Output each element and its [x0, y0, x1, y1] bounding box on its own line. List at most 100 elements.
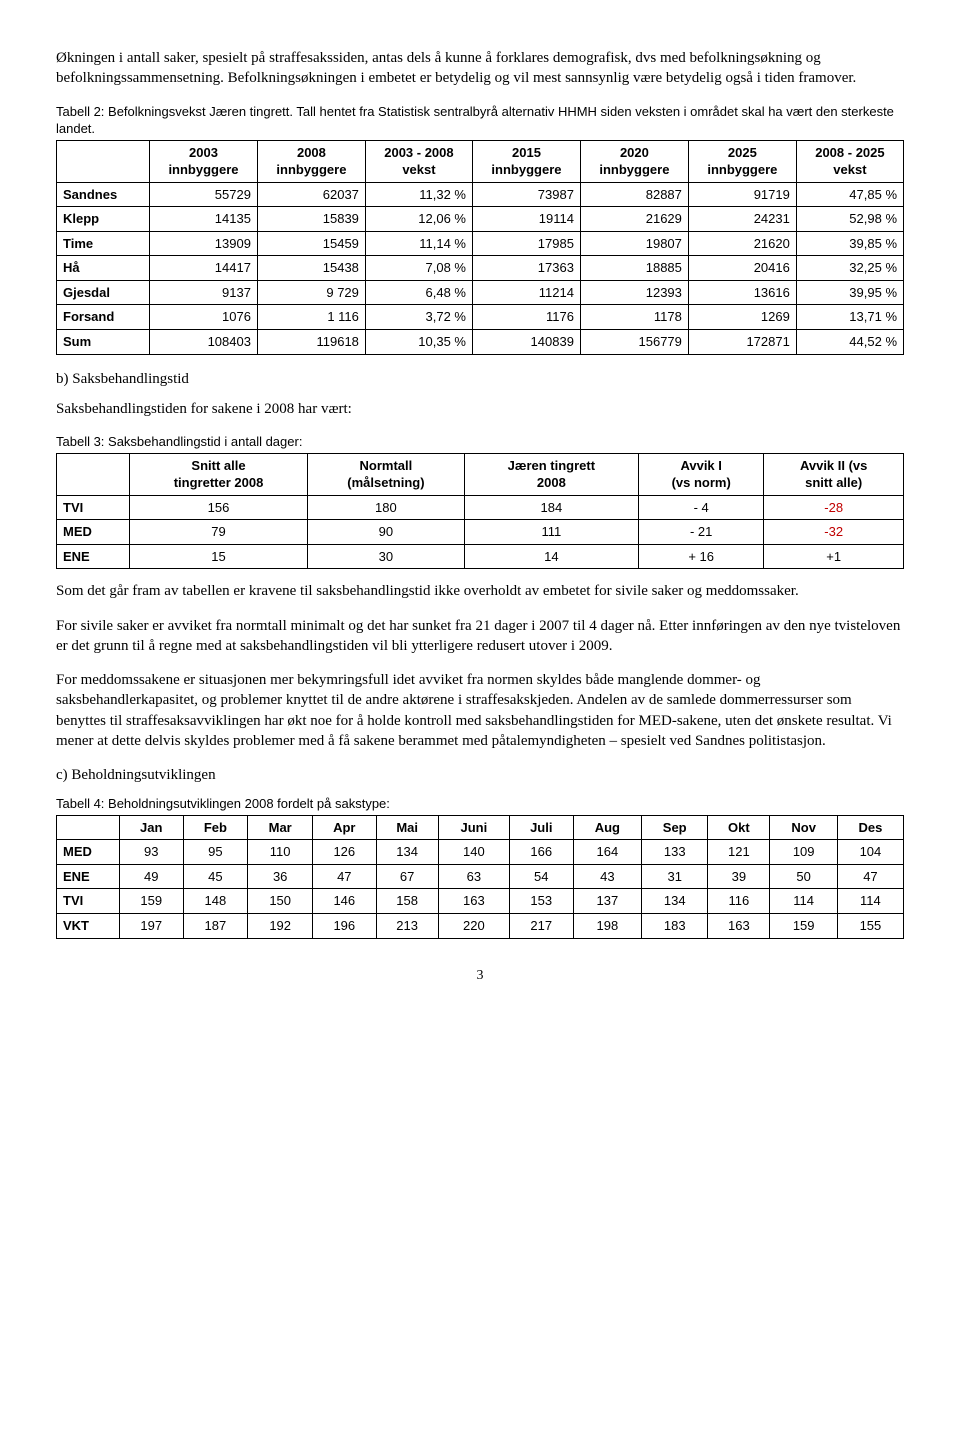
row-label: TVI [57, 889, 120, 914]
cell-value: 184 [464, 495, 638, 520]
cell-value: 91719 [688, 182, 796, 207]
table4-header: Des [837, 815, 903, 840]
table-row: ENE494536476763544331395047 [57, 864, 904, 889]
table-row: Forsand10761 1163,72 %11761178126913,71 … [57, 305, 904, 330]
cell-value: 39 [708, 864, 770, 889]
cell-value: 47 [837, 864, 903, 889]
cell-value: 32,25 % [796, 256, 903, 281]
cell-value: + 16 [639, 544, 764, 569]
table4-header: Aug [573, 815, 642, 840]
para-after-t3-2: For sivile saker er avviket fra normtall… [56, 616, 904, 657]
cell-value: 17985 [472, 231, 580, 256]
table2-header: 2020innbyggere [580, 140, 688, 182]
cell-value: 93 [120, 840, 184, 865]
cell-value: 148 [183, 889, 248, 914]
cell-value: 172871 [688, 329, 796, 354]
cell-value: 95 [183, 840, 248, 865]
cell-value: 11,32 % [365, 182, 472, 207]
cell-value: - 4 [639, 495, 764, 520]
cell-value: 150 [248, 889, 313, 914]
cell-value: 19114 [472, 207, 580, 232]
table3-header: Avvik II (vssnitt alle) [764, 453, 904, 495]
cell-value: 153 [510, 889, 574, 914]
row-label: Sandnes [57, 182, 150, 207]
cell-value: 1176 [472, 305, 580, 330]
cell-value: 183 [642, 914, 708, 939]
cell-value: 13909 [150, 231, 258, 256]
cell-value: 119618 [257, 329, 365, 354]
table3-header: Jæren tingrett2008 [464, 453, 638, 495]
cell-value: 11,14 % [365, 231, 472, 256]
cell-value: 73987 [472, 182, 580, 207]
cell-value: 121 [708, 840, 770, 865]
cell-value: -28 [764, 495, 904, 520]
cell-value: 114 [770, 889, 837, 914]
table2-header [57, 140, 150, 182]
table-row: ENE153014+ 16+1 [57, 544, 904, 569]
row-label: Time [57, 231, 150, 256]
row-label: Forsand [57, 305, 150, 330]
table3-header [57, 453, 130, 495]
cell-value: 163 [708, 914, 770, 939]
table-row: Time139091545911,14 %17985198072162039,8… [57, 231, 904, 256]
table4-header: Jan [120, 815, 184, 840]
cell-value: 10,35 % [365, 329, 472, 354]
cell-value: 49 [120, 864, 184, 889]
cell-value: 133 [642, 840, 708, 865]
row-label: ENE [57, 544, 130, 569]
table-row: TVI156180184- 4-28 [57, 495, 904, 520]
cell-value: 54 [510, 864, 574, 889]
cell-value: 126 [313, 840, 376, 865]
row-label: MED [57, 840, 120, 865]
cell-value: 12393 [580, 280, 688, 305]
cell-value: 43 [573, 864, 642, 889]
cell-value: 14135 [150, 207, 258, 232]
cell-value: 79 [130, 520, 308, 545]
table2-header: 2008 - 2025vekst [796, 140, 903, 182]
cell-value: 1269 [688, 305, 796, 330]
cell-value: 187 [183, 914, 248, 939]
row-label: Sum [57, 329, 150, 354]
cell-value: 52,98 % [796, 207, 903, 232]
cell-value: 20416 [688, 256, 796, 281]
cell-value: 159 [770, 914, 837, 939]
table2-header: 2025innbyggere [688, 140, 796, 182]
table-row: Gjesdal91379 7296,48 %11214123931361639,… [57, 280, 904, 305]
cell-value: 15839 [257, 207, 365, 232]
cell-value: 15 [130, 544, 308, 569]
table-row: MED7990111- 21-32 [57, 520, 904, 545]
cell-value: 36 [248, 864, 313, 889]
cell-value: 45 [183, 864, 248, 889]
cell-value: 156779 [580, 329, 688, 354]
page-number: 3 [56, 967, 904, 986]
cell-value: 104 [837, 840, 903, 865]
cell-value: 196 [313, 914, 376, 939]
table4-header: Feb [183, 815, 248, 840]
cell-value: - 21 [639, 520, 764, 545]
cell-value: 39,85 % [796, 231, 903, 256]
cell-value: 166 [510, 840, 574, 865]
cell-value: 12,06 % [365, 207, 472, 232]
table-row: Sandnes557296203711,32 %7398782887917194… [57, 182, 904, 207]
table4-header: Juni [438, 815, 509, 840]
cell-value: 134 [376, 840, 438, 865]
intro-paragraph: Økningen i antall saker, spesielt på str… [56, 48, 904, 89]
cell-value: 198 [573, 914, 642, 939]
table4-header: Nov [770, 815, 837, 840]
cell-value: 111 [464, 520, 638, 545]
table4-header: Sep [642, 815, 708, 840]
cell-value: 24231 [688, 207, 796, 232]
cell-value: 21620 [688, 231, 796, 256]
table3-header: Normtall(målsetning) [308, 453, 465, 495]
cell-value: 17363 [472, 256, 580, 281]
table4-header [57, 815, 120, 840]
table-row: Hå14417154387,08 %17363188852041632,25 % [57, 256, 904, 281]
table-row: Klepp141351583912,06 %19114216292423152,… [57, 207, 904, 232]
cell-value: 14417 [150, 256, 258, 281]
row-label: TVI [57, 495, 130, 520]
table3-saksbehandlingstid: Snitt alletingretter 2008Normtall(målset… [56, 453, 904, 570]
cell-value: 47 [313, 864, 376, 889]
cell-value: 110 [248, 840, 313, 865]
cell-value: 163 [438, 889, 509, 914]
cell-value: 39,95 % [796, 280, 903, 305]
